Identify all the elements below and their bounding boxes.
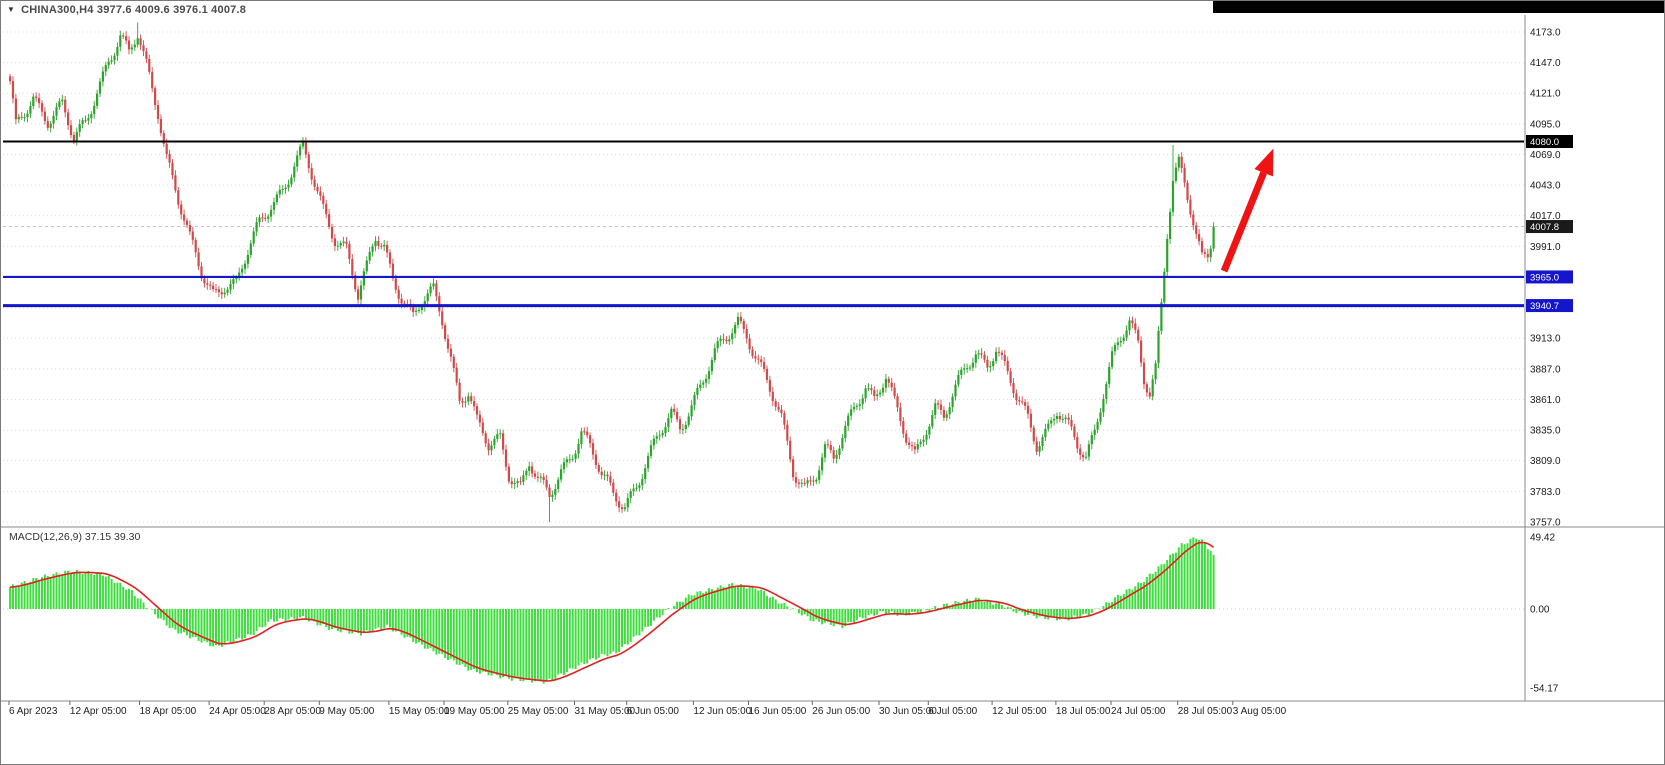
svg-text:12 Jul 05:00: 12 Jul 05:00 [992,706,1047,717]
svg-text:4147.0: 4147.0 [1530,58,1561,69]
svg-text:-54.17: -54.17 [1530,683,1559,694]
symbol-dropdown-icon[interactable]: ▼ [7,5,16,14]
svg-text:26 Jun 05:00: 26 Jun 05:00 [812,706,870,717]
svg-text:16 Jun 05:00: 16 Jun 05:00 [749,706,807,717]
svg-text:3991.0: 3991.0 [1530,242,1561,253]
svg-text:24 Jul 05:00: 24 Jul 05:00 [1111,706,1166,717]
svg-text:49.42: 49.42 [1530,532,1555,543]
svg-text:12 Jun 05:00: 12 Jun 05:00 [693,706,751,717]
svg-text:3940.7: 3940.7 [1530,301,1559,312]
svg-text:3 Aug 05:00: 3 Aug 05:00 [1233,706,1287,717]
svg-text:9 May 05:00: 9 May 05:00 [319,706,374,717]
svg-text:4095.0: 4095.0 [1530,119,1561,130]
svg-text:3835.0: 3835.0 [1530,426,1561,437]
svg-text:3913.0: 3913.0 [1530,334,1561,345]
candles-layer [9,22,1215,522]
svg-text:3783.0: 3783.0 [1530,487,1561,498]
svg-text:18 Apr 05:00: 18 Apr 05:00 [140,706,197,717]
chart-header: ▼ CHINA300,H4 3977.6 4009.6 3976.1 4007.… [7,4,246,16]
horizontal-level-lines [3,140,1524,308]
svg-text:3887.0: 3887.0 [1530,364,1561,375]
svg-text:4173.0: 4173.0 [1530,27,1561,38]
svg-text:4080.0: 4080.0 [1530,137,1559,148]
svg-text:25 May 05:00: 25 May 05:00 [508,706,569,717]
panel-separators [1,15,1664,702]
svg-text:3861.0: 3861.0 [1530,395,1561,406]
top-right-strip [1213,1,1664,13]
svg-text:4017.0: 4017.0 [1530,211,1561,222]
svg-text:18 Jul 05:00: 18 Jul 05:00 [1056,706,1111,717]
svg-text:19 May 05:00: 19 May 05:00 [444,706,505,717]
svg-text:4121.0: 4121.0 [1530,89,1561,100]
price-tags: 4080.0 3965.0 3940.7 4007.8 [1526,134,1573,313]
svg-text:3757.0: 3757.0 [1530,517,1561,528]
svg-text:31 May 05:00: 31 May 05:00 [575,706,636,717]
svg-text:24 Apr 05:00: 24 Apr 05:00 [209,706,266,717]
svg-text:3965.0: 3965.0 [1530,272,1559,283]
svg-text:6 Apr 2023: 6 Apr 2023 [9,706,58,717]
svg-text:0.00: 0.00 [1530,605,1550,616]
svg-text:6 Jun 05:00: 6 Jun 05:00 [627,706,680,717]
svg-text:30 Jun 05:00: 30 Jun 05:00 [879,706,937,717]
trend-arrow-annotation [1220,148,1274,273]
svg-text:12 Apr 05:00: 12 Apr 05:00 [70,706,127,717]
svg-text:4007.8: 4007.8 [1530,222,1559,233]
macd-signal-line [10,541,1215,682]
chart-ohlc-label: CHINA300,H4 3977.6 4009.6 3976.1 4007.8 [21,4,247,16]
svg-text:28 Apr 05:00: 28 Apr 05:00 [264,706,321,717]
svg-text:28 Jul 05:00: 28 Jul 05:00 [1178,706,1233,717]
svg-text:4043.0: 4043.0 [1530,181,1561,192]
svg-text:15 May 05:00: 15 May 05:00 [389,706,450,717]
svg-text:4069.0: 4069.0 [1530,150,1561,161]
macd-histogram [9,537,1215,684]
svg-text:6 Jul 05:00: 6 Jul 05:00 [928,706,977,717]
svg-text:3809.0: 3809.0 [1530,456,1561,467]
macd-indicator-label: MACD(12,26,9) 37.15 39.30 [9,531,141,543]
grid-lines [3,31,1524,610]
